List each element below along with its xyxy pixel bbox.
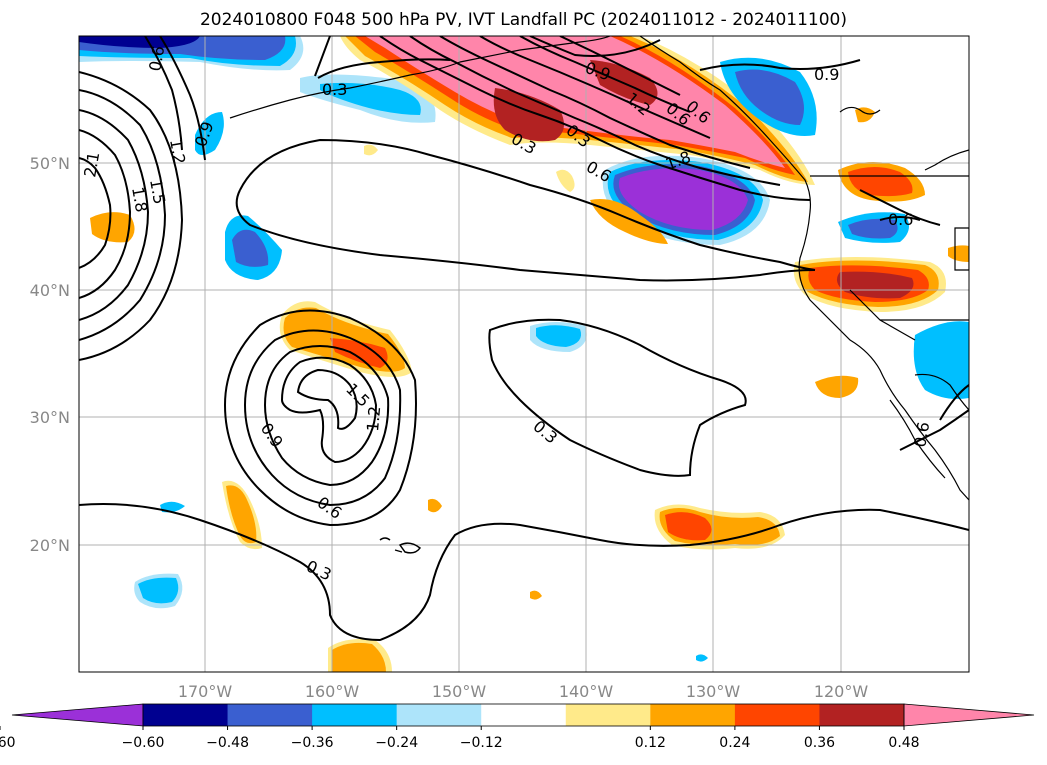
colorbar-segment — [650, 704, 736, 726]
gridlines — [79, 36, 969, 672]
contour-label: 1.5 — [146, 177, 169, 205]
colorbar-frame — [142, 703, 905, 727]
longitude-labels: 170°W 160°W 150°W 140°W 130°W 120°W — [178, 682, 869, 701]
colorbar-over-triangle — [903, 703, 1035, 727]
lon-label: 170°W — [178, 682, 233, 701]
lon-label: 160°W — [305, 682, 360, 701]
colorbar-tick-label: −0.60 — [122, 735, 165, 751]
contour-label: 0.6 — [145, 44, 168, 72]
colorbar-segment — [227, 704, 313, 726]
colorbar-tick-label: 0.12 — [635, 735, 666, 751]
lat-label: 20°N — [30, 536, 70, 555]
colorbar-segment — [734, 704, 820, 726]
lon-label: 150°W — [432, 682, 487, 701]
pv-contours — [79, 36, 969, 642]
lat-label: 40°N — [30, 281, 70, 300]
contour-label: 0.9 — [814, 65, 839, 84]
contour-label: 0.6 — [888, 210, 913, 229]
colorbar-segment — [481, 704, 567, 726]
colorbar-tick-label: −0.12 — [460, 735, 503, 751]
colorbar-segment — [396, 704, 482, 726]
colorbar-segment — [143, 704, 229, 726]
colorbar-tick-label: 0.48 — [888, 735, 919, 751]
colorbar-tick-label: 0.24 — [719, 735, 750, 751]
colorbar-under-triangle — [11, 703, 144, 727]
chart-title: 2024010800 F048 500 hPa PV, IVT Landfall… — [199, 10, 847, 30]
contour-label: 0.3 — [322, 80, 347, 99]
colorbar-segment — [312, 704, 398, 726]
colorbar-tick-label: 0.60 — [0, 735, 16, 751]
contour-label: 1.8 — [128, 185, 151, 213]
colorbar-tick-label: −0.24 — [375, 735, 418, 751]
contour-label: 1.2 — [166, 137, 189, 165]
contour-label: 0.6 — [910, 420, 933, 448]
contour-label: 2.1 — [80, 150, 103, 178]
lon-label: 120°W — [814, 682, 869, 701]
lat-label: 50°N — [30, 154, 70, 173]
lon-label: 130°W — [686, 682, 741, 701]
latitude-labels: 50°N 40°N 30°N 20°N — [30, 154, 70, 555]
colorbar-tick-label: 0.36 — [804, 735, 835, 751]
colorbar-tick-label: −0.48 — [206, 735, 249, 751]
colorbar: −0.60 −0.48 −0.36 −0.24 −0.12 0.12 0.24 0.36 0.4… — [0, 703, 1035, 751]
lon-label: 140°W — [559, 682, 614, 701]
colorbar-segment — [819, 704, 905, 726]
lat-label: 30°N — [30, 408, 70, 427]
map-frame — [78, 35, 970, 673]
colorbar-segment — [565, 704, 651, 726]
contour-label: 1.2 — [363, 405, 384, 432]
map-area: 0.9 0.6 0.3 1.2 1.5 1.8 2.1 0.9 0.6 0.3 … — [79, 36, 969, 672]
colorbar-tick-label: −0.36 — [291, 735, 334, 751]
